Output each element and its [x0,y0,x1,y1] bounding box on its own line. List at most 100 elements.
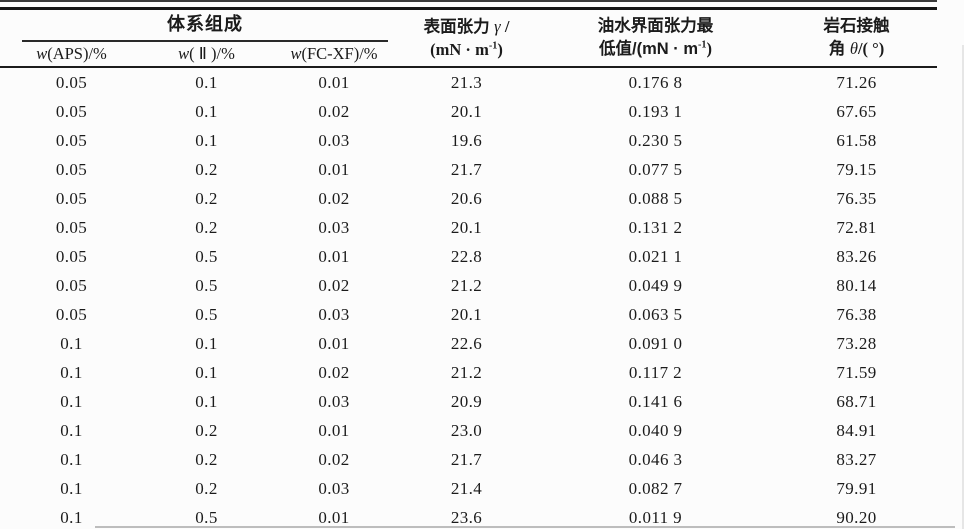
table-cell: 90.20 [836,507,877,527]
table-cell: 0.03 [318,217,350,237]
table-row: 0.1 0.1 0.03 20.9 0.141 6 68.71 [0,387,937,416]
table-cell: 0.01 [318,333,350,353]
table-row: 0.05 0.2 0.02 20.6 0.088 5 76.35 [0,184,937,213]
table-cell: 0.1 [60,391,83,411]
table-cell: 0.02 [318,362,350,382]
col-header-w-ii: w( Ⅱ )/% [143,42,270,68]
table-cell: 0.131 2 [628,217,683,237]
table-cell: 0.05 [55,246,88,266]
scan-edge-artifact [962,45,964,529]
table-cell: 19.6 [450,130,483,150]
table-cell: 0.05 [55,72,88,92]
table-cell: 79.91 [836,478,877,498]
table-cell: 0.1 [195,130,218,150]
table-cell: 71.26 [836,72,877,92]
ift-unit: 低值/(mN · m-1) [598,38,712,58]
table-row: 0.1 0.2 0.01 23.0 0.040 9 84.91 [0,416,937,445]
table-cell: 61.58 [836,130,877,150]
top-rule-thin [0,0,937,2]
table-cell: 0.1 [195,391,218,411]
table-cell: 0.05 [55,304,88,324]
table-cell: 21.7 [450,159,483,179]
table-cell: 0.02 [318,449,350,469]
table-row: 0.1 0.1 0.01 22.6 0.091 0 73.28 [0,329,937,358]
table-cell: 0.02 [318,188,350,208]
table-cell: 84.91 [836,420,877,440]
table-cell: 0.05 [55,188,88,208]
table-cell: 0.2 [195,420,218,440]
col-header-contact-angle: 岩石接触 角 θ/( °) [776,10,937,68]
table-cell: 0.1 [60,420,83,440]
table-cell: 0.063 5 [628,304,683,324]
col-header-w-fcxf: w(FC-XF)/% [270,42,398,68]
table-cell: 0.077 5 [628,159,683,179]
table-row: 0.05 0.5 0.02 21.2 0.049 9 80.14 [0,271,937,300]
table-cell: 0.5 [195,246,218,266]
table-cell: 0.05 [55,101,88,121]
table-row: 0.1 0.5 0.01 23.6 0.011 9 90.20 [0,503,937,529]
top-rule-thick [0,7,937,10]
table-cell: 0.1 [60,362,83,382]
bottom-rule [95,526,955,528]
table-cell: 21.7 [450,449,483,469]
contact-angle-line2: 角 θ/( °) [828,38,885,58]
table-cell: 0.2 [195,159,218,179]
table-cell: 0.091 0 [628,333,683,353]
gamma-symbol: γ [494,16,501,36]
table-cell: 0.02 [318,275,350,295]
table-row: 0.05 0.2 0.01 21.7 0.077 5 79.15 [0,155,937,184]
table-cell: 83.26 [836,246,877,266]
table-cell: 0.01 [318,72,350,92]
table-cell: 0.193 1 [628,101,683,121]
table-cell: 0.2 [195,478,218,498]
table-cell: 0.03 [318,391,350,411]
table-cell: 23.6 [450,507,483,527]
table-cell: 0.01 [318,420,350,440]
superscript-minus-one: -1 [697,39,707,50]
table-cell: 0.1 [195,101,218,121]
table-cell: 0.1 [195,362,218,382]
table-row: 0.05 0.1 0.02 20.1 0.193 1 67.65 [0,97,937,126]
table-cell: 0.05 [55,159,88,179]
table-cell: 0.1 [60,478,83,498]
table-cell: 0.5 [195,507,218,527]
table-cell: 0.176 8 [628,72,683,92]
table-cell: 0.5 [195,275,218,295]
table-cell: 20.6 [450,188,483,208]
table-cell: 0.5 [195,304,218,324]
table-cell: 21.3 [450,72,483,92]
table-cell: 20.1 [450,304,483,324]
table-cell: 72.81 [836,217,877,237]
table-cell: 0.230 5 [628,130,683,150]
table-cell: 22.8 [450,246,483,266]
table-cell: 0.05 [55,275,88,295]
table-cell: 0.2 [195,449,218,469]
col-header-surface-tension: 表面张力 γ / (mN · m-1) [398,10,535,68]
table-cell: 20.1 [450,217,483,237]
table-cell: 79.15 [836,159,877,179]
superscript-minus-one: -1 [488,40,498,51]
data-table: 体系组成 表面张力 γ / (mN · m-1) 油水界面张力最 低值/(mN … [0,10,937,529]
group-header-label: 体系组成 [22,10,388,42]
table-cell: 0.117 2 [628,362,683,382]
table-cell: 0.141 6 [628,391,683,411]
table-row: 0.05 0.2 0.03 20.1 0.131 2 72.81 [0,213,937,242]
table-cell: 0.1 [60,333,83,353]
table-cell: 0.1 [60,507,83,527]
ift-line1: 油水界面张力最 [597,16,714,35]
table-cell: 0.1 [195,72,218,92]
table-cell: 0.05 [55,217,88,237]
table-cell: 0.1 [195,333,218,353]
table-cell: 23.0 [450,420,483,440]
group-header-row: 体系组成 表面张力 γ / (mN · m-1) 油水界面张力最 低值/(mN … [0,10,937,68]
table-cell: 21.4 [450,478,483,498]
table-cell: 0.1 [60,449,83,469]
group-header-system-composition: 体系组成 [0,10,398,42]
table-cell: 68.71 [836,391,877,411]
table-cell: 0.011 9 [628,507,683,527]
table-row: 0.05 0.1 0.03 19.6 0.230 5 61.58 [0,126,937,155]
table-row: 0.05 0.5 0.03 20.1 0.063 5 76.38 [0,300,937,329]
table-cell: 0.03 [318,478,350,498]
table-cell: 0.021 1 [628,246,683,266]
table-row: 0.1 0.2 0.02 21.7 0.046 3 83.27 [0,445,937,474]
